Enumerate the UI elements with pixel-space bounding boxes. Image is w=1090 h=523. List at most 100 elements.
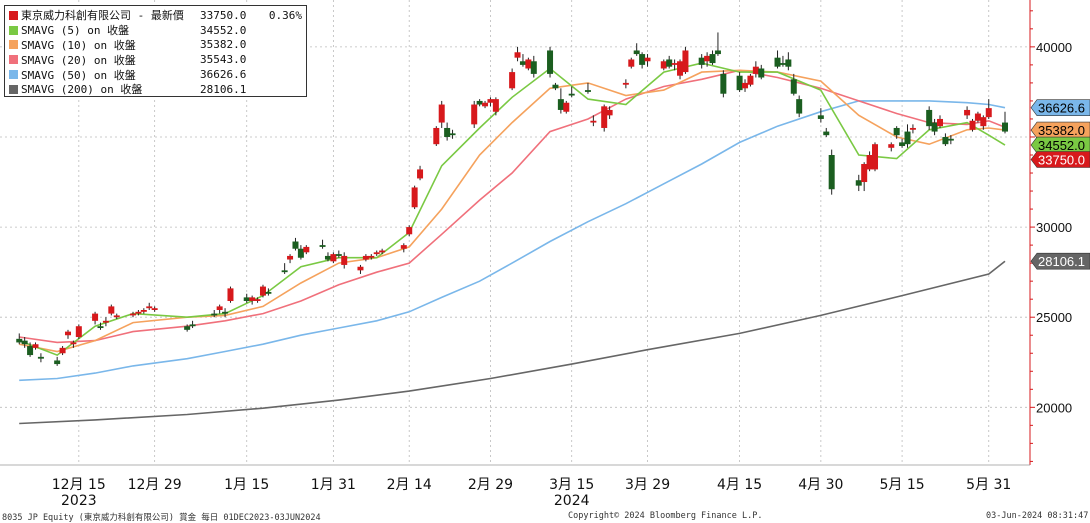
candle-down — [568, 93, 575, 96]
legend-row: 東京威力科創有限公司 - 最新價 33750.0 0.36% — [9, 8, 302, 23]
candle-down — [926, 109, 933, 127]
x-year-label: 2023 — [61, 493, 97, 509]
candle-up — [974, 113, 981, 121]
candle-down — [633, 50, 640, 55]
candle-down — [855, 180, 862, 186]
candle-up — [563, 102, 570, 112]
legend-row: SMAVG (10) on 收盤 35382.0 — [9, 38, 302, 53]
legend-value: 35382.0 — [200, 38, 247, 52]
candle-down — [796, 99, 803, 114]
candle-down — [324, 255, 331, 260]
candle-up — [872, 144, 879, 170]
candle-down — [785, 59, 792, 67]
legend-swatch-sma200 — [9, 84, 18, 94]
candle-up — [70, 342, 77, 345]
sma-line — [19, 69, 1006, 353]
axis-value-tag-label: 36626.6 — [1038, 101, 1085, 116]
footer-copyright: Copyright© 2024 Bloomberg Finance L.P. — [568, 511, 763, 521]
axis-value-tag — [1030, 151, 1090, 168]
legend-value: 33750.0 — [200, 8, 247, 22]
candle-down — [714, 50, 721, 55]
candle-up — [108, 306, 115, 314]
candle-down — [557, 99, 564, 110]
y-tick-label: 40000 — [1036, 40, 1072, 55]
x-tick-label: 2月 14 — [387, 477, 432, 493]
candle-up — [135, 311, 142, 314]
candle-down — [476, 100, 483, 105]
legend-name: SMAVG (10) on 收盤 — [21, 39, 136, 52]
candle-down — [552, 84, 559, 89]
legend-name: SMAVG (50) on 收盤 — [21, 68, 136, 82]
candle-down — [281, 270, 288, 273]
y-tick-label: 30000 — [1036, 220, 1072, 235]
candle-up — [146, 306, 153, 309]
x-tick-label: 3月 15 — [549, 477, 594, 493]
candle-down — [736, 75, 743, 91]
candle-down — [817, 115, 824, 119]
candle-up — [113, 315, 120, 318]
sma-line — [19, 100, 1006, 382]
candle-down — [823, 131, 830, 136]
candle-up — [482, 102, 489, 107]
candle-up — [357, 266, 364, 271]
candle-down — [265, 291, 272, 294]
legend-value: 34552.0 — [200, 23, 247, 37]
candle-up — [742, 82, 749, 89]
candle-up — [368, 255, 375, 258]
candle-down — [709, 54, 716, 64]
candle-up — [379, 250, 386, 253]
candle-up — [400, 245, 407, 249]
candle-up — [438, 104, 445, 123]
legend-value: 28106.1 — [200, 82, 247, 96]
x-tick-label: 3月 29 — [625, 477, 670, 493]
candle-down — [547, 50, 554, 74]
candle-down — [584, 90, 591, 92]
candle-down — [519, 61, 526, 65]
candle-down — [899, 142, 906, 146]
legend-value: 36626.6 — [200, 68, 247, 82]
axis-value-tag — [1030, 121, 1090, 139]
x-tick-label: 4月 30 — [798, 477, 843, 493]
candle-down — [189, 324, 196, 327]
sma-line — [19, 69, 1006, 344]
candle-down — [1002, 122, 1008, 132]
candle-up — [980, 117, 987, 127]
x-tick-label: 5月 15 — [880, 477, 925, 493]
candle-up — [704, 55, 711, 62]
candle-up — [417, 169, 424, 179]
candle-down — [758, 68, 765, 78]
candle-up — [590, 120, 597, 123]
candle-up — [964, 109, 971, 116]
candle-up — [406, 227, 413, 235]
legend-change: 0.36% — [268, 8, 302, 22]
candle-down — [297, 248, 304, 258]
candle-down — [222, 311, 229, 314]
candle-up — [492, 99, 499, 112]
axis-value-tag-label: 33750.0 — [1038, 153, 1085, 168]
x-tick-label: 4月 15 — [717, 477, 762, 493]
candle-down — [243, 297, 250, 301]
candle-down — [444, 127, 451, 137]
candle-down — [790, 79, 797, 94]
candle-up — [487, 99, 494, 103]
candle-up — [671, 63, 678, 65]
candle-up — [861, 164, 868, 183]
candle-up — [249, 297, 256, 301]
candle-up — [509, 72, 516, 89]
axis-value-tag — [1030, 252, 1090, 270]
candle-up — [216, 306, 223, 310]
legend-row: SMAVG (5) on 收盤 34552.0 — [9, 23, 302, 38]
candle-up — [682, 50, 689, 73]
candle-up — [866, 155, 873, 170]
candle-up — [660, 61, 667, 69]
y-tick-label: 20000 — [1036, 400, 1072, 415]
candle-down — [335, 254, 342, 256]
x-tick-label: 12月 15 — [52, 477, 106, 493]
candle-up — [628, 59, 635, 67]
candle-up — [601, 106, 608, 128]
candle-up — [75, 326, 82, 338]
legend-name: SMAVG (200) on 收盤 — [21, 83, 143, 97]
candle-up — [330, 254, 337, 262]
legend-name: 東京威力科創有限公司 - 最新價 — [21, 9, 184, 23]
candle-up — [129, 313, 136, 316]
